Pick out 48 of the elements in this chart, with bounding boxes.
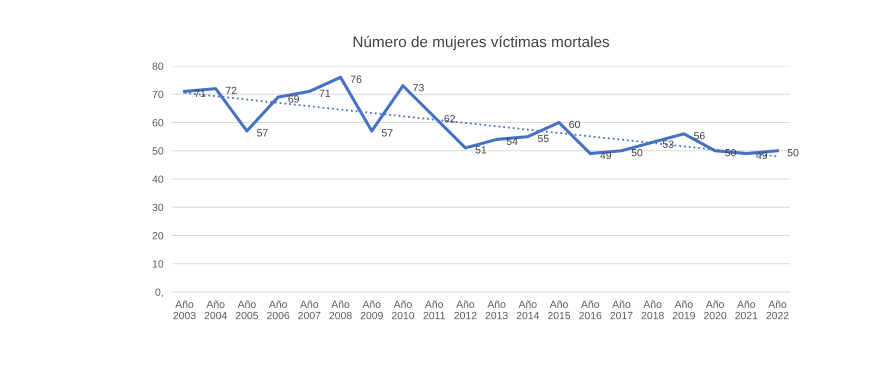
y-tick-label: 60 [152,119,164,126]
x-tick-label: Año 2004 [204,300,227,320]
x-tick-label: Año 2020 [704,300,726,320]
y-tick-label: 10 [152,260,164,268]
data-label: 72 [226,86,236,94]
data-label: 76 [350,76,362,83]
x-tick-label: Año 2009 [360,300,383,320]
data-label: 54 [506,138,518,146]
x-tick-label: Año 2013 [486,300,508,320]
x-tick-label: Año 2015 [548,300,570,320]
x-tick-label: Año 2006 [267,300,290,320]
x-tick-label: Año 2012 [454,300,476,320]
x-tick-label: Año 2016 [579,300,602,320]
y-tick-label: 40 [152,176,164,183]
x-tick-label: Año 2005 [236,300,258,320]
x-tick-label: Año 2010 [392,300,414,320]
data-label: 71 [194,90,206,97]
data-label: 69 [288,95,299,103]
x-tick-label: Año 2014 [516,300,540,320]
chart-title: Número de mujeres víctimas mortales [354,36,610,50]
x-tick-label: Año 2018 [642,300,664,320]
y-tick-label: 70 [152,90,164,98]
x-tick-label: Año 2019 [672,300,695,320]
x-tick-label: Año 2003 [173,300,196,320]
data-label: 62 [444,115,455,122]
data-label: 50 [632,148,642,156]
x-tick-label: Año 2022 [766,300,789,320]
x-tick-label: Año 2007 [298,300,320,320]
data-label: 57 [382,129,393,137]
data-label: 56 [694,132,705,140]
data-label: 73 [413,84,424,92]
y-tick-label: 0, [155,288,163,298]
data-label: 57 [257,129,268,137]
data-label: 50 [788,148,798,156]
data-label: 51 [476,146,486,154]
data-label: 60 [569,120,580,128]
data-label: 49 [600,152,612,160]
data-label: 71 [320,90,330,97]
x-tick-label: Año 2008 [329,300,352,320]
x-tick-label: Año 2017 [610,300,633,320]
y-tick-label: 50 [152,147,164,155]
y-tick-label: 20 [152,232,164,240]
y-tick-label: 80 [152,62,164,70]
x-tick-label: Año 2011 [424,300,445,320]
x-tick-label: Año 2021 [735,300,758,320]
y-tick-label: 30 [152,204,164,212]
data-label: 55 [538,134,549,142]
data-label: 53 [662,140,674,148]
